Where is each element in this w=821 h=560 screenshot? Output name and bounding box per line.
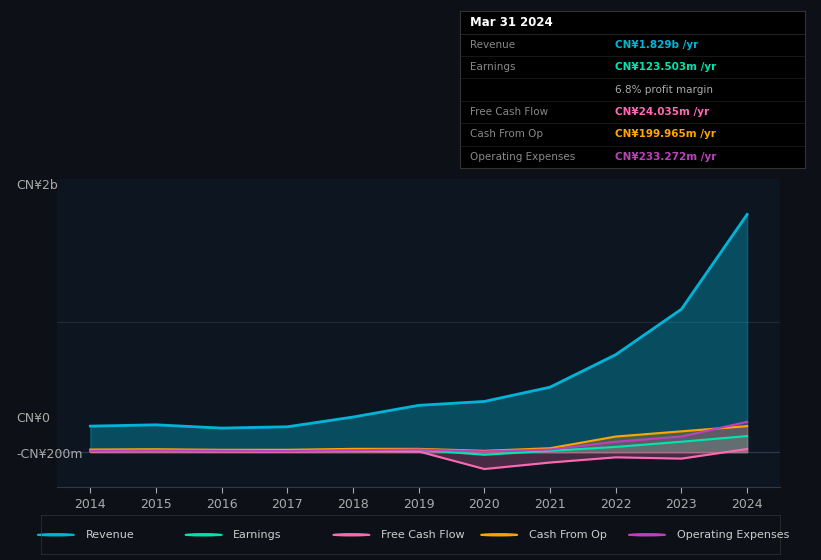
Text: Free Cash Flow: Free Cash Flow: [470, 107, 548, 117]
Text: CN¥0: CN¥0: [16, 412, 50, 424]
Text: CN¥123.503m /yr: CN¥123.503m /yr: [615, 62, 716, 72]
Text: CN¥233.272m /yr: CN¥233.272m /yr: [615, 152, 716, 162]
Text: CN¥199.965m /yr: CN¥199.965m /yr: [615, 129, 716, 139]
Text: CN¥24.035m /yr: CN¥24.035m /yr: [615, 107, 709, 117]
Text: Earnings: Earnings: [233, 530, 282, 540]
Circle shape: [481, 534, 518, 536]
Text: Free Cash Flow: Free Cash Flow: [381, 530, 465, 540]
Text: Operating Expenses: Operating Expenses: [470, 152, 576, 162]
Circle shape: [333, 534, 370, 536]
Text: Revenue: Revenue: [85, 530, 134, 540]
Text: CN¥2b: CN¥2b: [16, 179, 58, 192]
Text: Earnings: Earnings: [470, 62, 516, 72]
Circle shape: [629, 534, 665, 536]
Text: Revenue: Revenue: [470, 40, 516, 50]
Text: -CN¥200m: -CN¥200m: [16, 448, 83, 461]
Text: Cash From Op: Cash From Op: [529, 530, 607, 540]
Text: Cash From Op: Cash From Op: [470, 129, 544, 139]
Circle shape: [186, 534, 222, 536]
Text: Operating Expenses: Operating Expenses: [677, 530, 789, 540]
Text: CN¥1.829b /yr: CN¥1.829b /yr: [615, 40, 698, 50]
Text: Mar 31 2024: Mar 31 2024: [470, 16, 553, 29]
Circle shape: [38, 534, 75, 536]
Text: 6.8% profit margin: 6.8% profit margin: [615, 85, 713, 95]
